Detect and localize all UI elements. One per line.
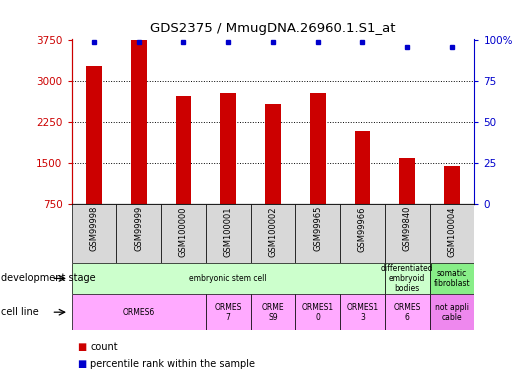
Bar bbox=[340, 204, 385, 262]
Text: GSM99999: GSM99999 bbox=[134, 206, 143, 251]
Text: ORME
S9: ORME S9 bbox=[262, 303, 284, 321]
Bar bbox=[72, 262, 385, 294]
Bar bbox=[430, 204, 474, 262]
Text: not appli
cable: not appli cable bbox=[435, 303, 469, 321]
Text: ORMES6: ORMES6 bbox=[122, 308, 155, 316]
Bar bbox=[116, 204, 161, 262]
Bar bbox=[206, 294, 251, 330]
Text: GSM99965: GSM99965 bbox=[313, 206, 322, 252]
Bar bbox=[385, 262, 430, 294]
Bar bbox=[400, 159, 415, 204]
Text: ORMES
7: ORMES 7 bbox=[215, 303, 242, 321]
Bar bbox=[355, 131, 370, 204]
Text: GSM99966: GSM99966 bbox=[358, 206, 367, 252]
Bar bbox=[175, 96, 191, 204]
Text: GSM99998: GSM99998 bbox=[90, 206, 99, 252]
Text: percentile rank within the sample: percentile rank within the sample bbox=[90, 359, 255, 369]
Text: GSM100001: GSM100001 bbox=[224, 206, 233, 256]
Text: differentiated
embryoid
bodies: differentiated embryoid bodies bbox=[381, 264, 434, 292]
Text: cell line: cell line bbox=[1, 307, 39, 317]
Bar bbox=[430, 262, 474, 294]
Bar bbox=[430, 294, 474, 330]
Bar bbox=[72, 294, 206, 330]
Bar bbox=[206, 204, 251, 262]
Text: GSM100000: GSM100000 bbox=[179, 206, 188, 256]
Bar bbox=[161, 204, 206, 262]
Text: GSM100002: GSM100002 bbox=[269, 206, 277, 256]
Bar bbox=[265, 104, 281, 204]
Bar bbox=[251, 294, 295, 330]
Title: GDS2375 / MmugDNA.26960.1.S1_at: GDS2375 / MmugDNA.26960.1.S1_at bbox=[150, 22, 396, 35]
Text: ■: ■ bbox=[77, 359, 86, 369]
Text: embryonic stem cell: embryonic stem cell bbox=[189, 274, 267, 283]
Bar bbox=[251, 204, 295, 262]
Text: somatic
fibroblast: somatic fibroblast bbox=[434, 269, 470, 288]
Bar bbox=[385, 294, 430, 330]
Bar bbox=[444, 166, 460, 204]
Text: ORMES1
0: ORMES1 0 bbox=[302, 303, 334, 321]
Bar bbox=[295, 204, 340, 262]
Text: ■: ■ bbox=[77, 342, 86, 352]
Text: development stage: development stage bbox=[1, 273, 96, 284]
Text: ORMES
6: ORMES 6 bbox=[394, 303, 421, 321]
Text: ORMES1
3: ORMES1 3 bbox=[347, 303, 378, 321]
Bar bbox=[340, 294, 385, 330]
Bar bbox=[310, 93, 325, 204]
Bar bbox=[72, 204, 116, 262]
Text: GSM99840: GSM99840 bbox=[403, 206, 412, 252]
Text: GSM100004: GSM100004 bbox=[447, 206, 456, 256]
Bar bbox=[385, 204, 430, 262]
Bar bbox=[131, 40, 146, 204]
Bar bbox=[86, 66, 102, 204]
Text: count: count bbox=[90, 342, 118, 352]
Bar bbox=[295, 294, 340, 330]
Bar bbox=[220, 93, 236, 204]
